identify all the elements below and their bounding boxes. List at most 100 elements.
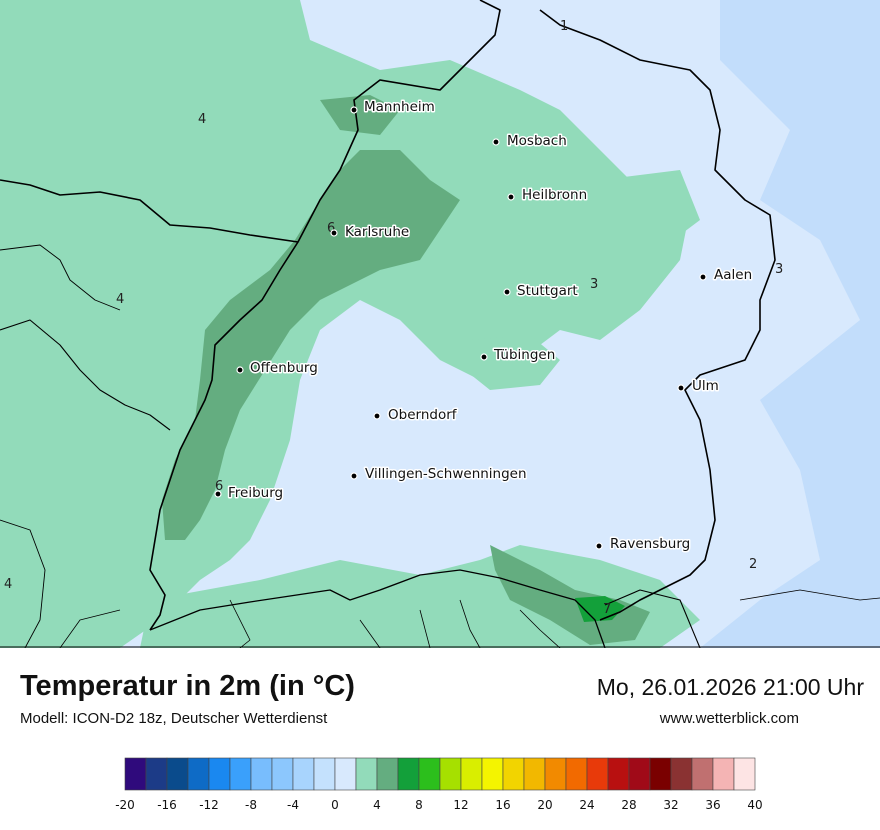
legend-color-box	[166, 757, 189, 791]
isotherm-label: 6	[327, 221, 335, 236]
city-tuebingen: Tübingen	[480, 346, 557, 365]
legend-color-box	[481, 757, 504, 791]
legend-color-box	[187, 757, 210, 791]
city-label: Offenburg	[250, 360, 318, 376]
isotherm-labels: 1 4 4 6 3 3 6 2 4 7	[4, 19, 783, 617]
isotherm-label: 2	[749, 557, 757, 572]
city-label: Aalen	[714, 267, 752, 283]
city-ulm: Ulm	[677, 377, 720, 396]
legend-color-box	[208, 757, 231, 791]
city-label: Freiburg	[228, 485, 283, 501]
temp-zone-cool-east	[700, 0, 880, 648]
border-austria	[604, 589, 701, 648]
legend-color-box	[439, 757, 462, 791]
isotherm-label: 4	[116, 292, 124, 307]
city-label: Tübingen	[493, 347, 555, 363]
legend-tick-label: 40	[747, 798, 762, 812]
city-mannheim: Mannheim	[350, 98, 436, 117]
city-freiburg: Freiburg	[214, 484, 285, 503]
border-switzerland	[149, 569, 606, 648]
temp-zone-warm-rhine	[162, 150, 460, 540]
isotherm-label: 4	[198, 112, 206, 127]
legend-color-box	[628, 757, 651, 791]
temp-zone-warm-mannheim	[320, 95, 400, 135]
border-baden-wuerttemberg	[0, 0, 776, 631]
legend-color-box	[670, 757, 693, 791]
city-karlsruhe: Karlsruhe	[330, 223, 411, 242]
legend-color-box	[334, 757, 357, 791]
legend-tick-label: 24	[579, 798, 594, 812]
city-label: Mosbach	[507, 133, 567, 149]
legend-color-box	[418, 757, 441, 791]
legend-color-box	[229, 757, 252, 791]
temp-zone-mild-heilbronn	[600, 170, 700, 250]
legend-color-box	[733, 757, 756, 791]
temperature-map: 1 4 4 6 3 3 6 2 4 7 Mannheim Mosbach Hei…	[0, 0, 880, 648]
legend-color-box	[397, 757, 420, 791]
isotherm-label: 1	[560, 19, 568, 34]
legend-color-box	[313, 757, 336, 791]
legend-tick-label: 4	[373, 798, 381, 812]
legend-tick-label: -8	[245, 798, 257, 812]
legend-tick-label: 12	[453, 798, 468, 812]
cities: Mannheim Mosbach Heilbronn Karlsruhe Aal…	[214, 98, 754, 554]
city-oberndorf: Oberndorf	[373, 406, 459, 425]
city-label: Oberndorf	[388, 407, 458, 423]
legend-color-box	[292, 757, 315, 791]
city-aalen: Aalen	[699, 266, 754, 285]
legend-color-box	[145, 757, 168, 791]
legend-color-box	[502, 757, 525, 791]
city-label: Ulm	[692, 378, 719, 394]
legend-tick-label: 32	[663, 798, 678, 812]
city-label: Mannheim	[364, 99, 435, 115]
border-regions-west	[0, 244, 121, 648]
map-title: Temperatur in 2m (in °C)	[20, 670, 355, 702]
website-link[interactable]: www.wetterblick.com	[659, 710, 799, 727]
city-ravensburg: Ravensburg	[595, 535, 692, 554]
legend-tick-label: 28	[621, 798, 636, 812]
legend-tick-labels: -20 -16 -12 -8 -4 0 4 8 12 16 20 24 28 32 36 40	[115, 798, 762, 812]
legend-color-box	[607, 757, 630, 791]
legend-color-box	[523, 757, 546, 791]
legend-color-box	[712, 757, 735, 791]
legend-color-box	[460, 757, 483, 791]
city-label: Villingen-Schwenningen	[365, 466, 527, 482]
legend-color-box	[544, 757, 567, 791]
city-mosbach: Mosbach	[492, 132, 568, 151]
city-heilbronn: Heilbronn	[507, 186, 589, 205]
legend-tick-label: 36	[705, 798, 720, 812]
legend-tick-label: 16	[495, 798, 510, 812]
legend-color-box	[250, 757, 273, 791]
city-label: Stuttgart	[517, 283, 578, 299]
isotherm-label: 3	[590, 277, 598, 292]
legend-color-box	[271, 757, 294, 791]
city-label: Ravensburg	[610, 536, 690, 552]
isotherm-label: 3	[775, 262, 783, 277]
legend-color-box	[691, 757, 714, 791]
legend-color-box	[355, 757, 378, 791]
legend-color-boxes	[124, 757, 756, 791]
legend-tick-label: -20	[115, 798, 135, 812]
model-info: Modell: ICON-D2 18z, Deutscher Wetterdie…	[20, 710, 328, 727]
legend-color-box	[586, 757, 609, 791]
forecast-datetime: Mo, 26.01.2026 21:00 Uhr	[596, 674, 864, 700]
city-label: Karlsruhe	[345, 224, 409, 240]
color-legend: -20 -16 -12 -8 -4 0 4 8 12 16 20 24 28 32 36 40	[115, 757, 763, 812]
legend-tick-label: 20	[537, 798, 552, 812]
legend-tick-label: 0	[331, 798, 339, 812]
city-stuttgart: Stuttgart	[503, 282, 579, 301]
city-villingen-schwenningen: Villingen-Schwenningen	[350, 465, 528, 484]
legend-color-box	[376, 757, 399, 791]
legend-tick-label: 8	[415, 798, 423, 812]
city-offenburg: Offenburg	[236, 359, 319, 378]
isotherm-label: 7	[603, 602, 611, 617]
legend-tick-label: -16	[157, 798, 177, 812]
isotherm-label: 6	[215, 479, 223, 494]
legend-color-box	[565, 757, 588, 791]
borders	[0, 0, 880, 648]
legend-color-box	[649, 757, 672, 791]
border-regions-south	[59, 589, 880, 648]
border-france-north	[0, 319, 171, 431]
legend-tick-label: -12	[199, 798, 219, 812]
city-label: Heilbronn	[522, 187, 587, 203]
